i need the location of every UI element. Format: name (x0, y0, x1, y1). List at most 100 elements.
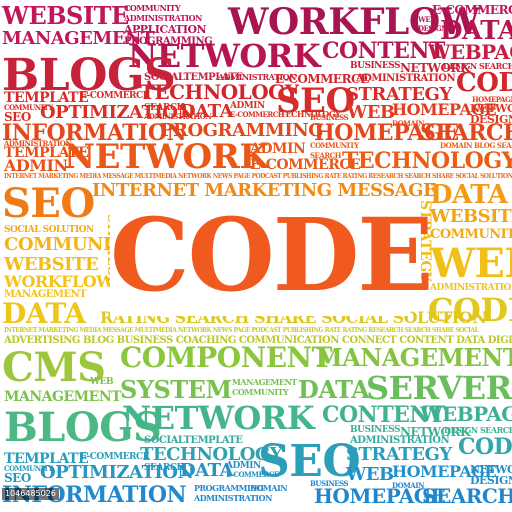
cloud-word: PROGRAMMING (160, 120, 324, 141)
cloud-word: SEARCH (420, 120, 512, 146)
cloud-word: DOMAIN (392, 481, 425, 490)
cloud-word: CONTENT (322, 38, 445, 64)
cloud-word: ADMIN (230, 101, 265, 111)
watermark-id: 1046485026 (2, 488, 59, 500)
cloud-word: ADMINISTRATION (194, 493, 272, 503)
cloud-word: ADVERTISING BLOG BUSINESS COACHING COMMU… (4, 335, 512, 346)
cloud-word: DATA (440, 16, 512, 46)
cloud-word: E-COMMERCE (250, 157, 361, 173)
cloud-word: WEB (430, 240, 512, 287)
cloud-word: CODE (456, 68, 512, 98)
cloud-word: COMMUNITY (4, 103, 53, 112)
cloud-word: INTERNET MARKETING MEDIA MESSAGE MULTIME… (4, 327, 479, 334)
cloud-word: DATA (298, 375, 370, 404)
cloud-word: DESIGN (470, 113, 512, 126)
cloud-word: ADMINISTRATION (124, 13, 202, 23)
cloud-word: WORKFLOW (4, 272, 114, 291)
cloud-word: CONTENT (322, 402, 445, 428)
cloud-word: E-COMMERCE (80, 452, 150, 462)
cloud-word: DESIGN SEARCH (444, 425, 512, 435)
cloud-word: WEB (90, 377, 114, 387)
cloud-word: TEMPLATE (4, 451, 89, 467)
cloud-word: SOCIALTEMPLATE (144, 72, 243, 83)
cloud-word: E-COMMERCE (226, 470, 279, 479)
cloud-word: TECHNOLOGY (280, 109, 341, 119)
cloud-word: SOCIALTEMPLATE (144, 435, 243, 446)
cloud-word: SEARCH (144, 103, 185, 113)
cloud-word: PROGRAMMING (194, 483, 264, 493)
cloud-word: DATA (180, 101, 233, 122)
cloud-word: ADMINISTRATION (350, 435, 450, 446)
cloud-word: DOMAIN (392, 119, 425, 128)
cloud-word: ADMINISTRATION (356, 73, 456, 84)
cloud-word: OPTIMIZATION (40, 462, 194, 483)
cloud-word: OPTIMIZATION (40, 102, 194, 123)
cloud-word: ADMINISTRATION (430, 283, 512, 293)
cloud-word: BLOGS (4, 404, 162, 451)
cloud-word: COMMUNITY (232, 387, 289, 397)
cloud-word: SERVER (366, 369, 512, 407)
cloud-word: ADMINISTRATION (218, 72, 296, 82)
cloud-word: DESIGN (418, 24, 448, 33)
cloud-word: COMMUNITY (4, 234, 137, 255)
cloud-word: APPLICATION (124, 23, 207, 36)
cloud-word: COMMUNITY (430, 227, 512, 242)
cloud-word: SEARCH (310, 151, 341, 160)
center-panel: CODE (110, 196, 434, 316)
cloud-word: BUSINESS (310, 479, 349, 488)
cloud-word: DOMAIN BLOG SEARCH (440, 141, 512, 150)
cloud-word: DATA (180, 460, 233, 481)
cloud-word: STRATEGY (346, 444, 452, 465)
main-title: CODE (110, 196, 434, 314)
cloud-word: MANAGEMENT (316, 343, 512, 372)
cloud-word: INFORMATION (2, 120, 187, 146)
cloud-word: WORKFLOW (228, 1, 480, 43)
cloud-word: NETWORK (64, 137, 269, 177)
cloud-word: TEMPLATE (4, 145, 89, 161)
cloud-word: SEO (276, 81, 355, 121)
cloud-word: INTERNET MARKETING MESSAGE (92, 180, 437, 201)
cloud-word: DOMAIN (250, 483, 288, 493)
cloud-word: SOCIAL SOLUTION (4, 225, 94, 235)
cloud-word: COMMUNITY (4, 464, 53, 473)
cloud-word: SEO (4, 110, 31, 124)
cloud-word: NETWORK (470, 463, 512, 476)
cloud-word: MANAGEMENT (4, 289, 87, 300)
cloud-word: DESIGN SEARCH (443, 61, 512, 71)
cloud-word: COMPONENT (120, 341, 332, 374)
cloud-word: WEB (418, 15, 436, 24)
cloud-word: MANAGEMENT (232, 377, 297, 387)
cloud-word: SEO (258, 436, 361, 487)
cloud-word: INTERNET MARKETING MEDIA MESSAGE MULTIME… (4, 173, 512, 180)
cloud-word: SEARCH (144, 463, 185, 473)
cloud-word: MANAGEMENT (2, 28, 154, 49)
cloud-word: NETWORK (470, 102, 512, 115)
cloud-word: CMS (2, 344, 106, 391)
cloud-word: E-COMMERCE (432, 3, 512, 17)
cloud-word: DATA (430, 180, 508, 210)
cloud-word: ADMINISTRATION (144, 112, 212, 121)
cloud-word: WEBSITE (430, 206, 512, 227)
cloud-word: SEO (2, 180, 95, 227)
cloud-word: WEBSITE (4, 254, 99, 275)
cloud-word: NETWORK (400, 61, 470, 75)
cloud-word: TECHNOLOGY (140, 444, 283, 465)
cloud-word: ADMINISTRATION (4, 139, 72, 148)
cloud-word: NETWORK (128, 37, 321, 75)
cloud-word: BUSINESS (350, 61, 401, 71)
cloud-word: COMMUNITY (310, 141, 359, 150)
cloud-word: TECHNOLOGY (342, 148, 512, 174)
cloud-word: ADMIN (226, 461, 261, 471)
cloud-word: HOMEPAGE (392, 100, 497, 119)
cloud-word: TECHNOLOGY (140, 80, 299, 104)
cloud-word: PROGRAMMING (124, 36, 213, 47)
cloud-word: E-COMMERCE (275, 72, 369, 86)
cloud-word: NETWORK (122, 399, 315, 437)
cloud-word: WEBPAGE (428, 40, 512, 64)
cloud-word: SEO (4, 471, 31, 485)
cloud-word: STRATEGY (346, 84, 452, 105)
cloud-word: DATA (2, 297, 86, 330)
cloud-word: BUSINESS (350, 425, 401, 435)
cloud-word: BUSINESS (310, 113, 349, 122)
